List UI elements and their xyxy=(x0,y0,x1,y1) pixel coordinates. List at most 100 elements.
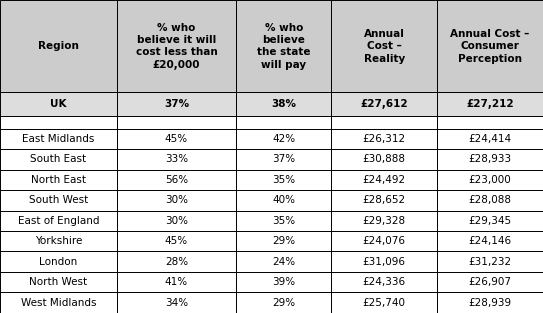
Bar xyxy=(117,92,236,116)
Text: Region: Region xyxy=(38,41,79,51)
Bar xyxy=(331,190,437,211)
Bar xyxy=(0,129,117,149)
Text: 35%: 35% xyxy=(272,216,295,226)
Text: £28,088: £28,088 xyxy=(469,195,512,205)
Bar xyxy=(437,272,543,292)
Text: South East: South East xyxy=(30,154,86,164)
Text: % who
believe
the state
will pay: % who believe the state will pay xyxy=(257,23,311,70)
Bar xyxy=(236,190,331,211)
Bar xyxy=(236,231,331,251)
Bar xyxy=(117,129,236,149)
Text: 24%: 24% xyxy=(272,257,295,267)
Text: 30%: 30% xyxy=(165,195,188,205)
Text: £28,939: £28,939 xyxy=(469,298,512,308)
Text: £28,652: £28,652 xyxy=(363,195,406,205)
Bar xyxy=(437,292,543,313)
Bar xyxy=(437,170,543,190)
Text: Annual Cost –
Consumer
Perception: Annual Cost – Consumer Perception xyxy=(451,29,529,64)
Bar xyxy=(117,292,236,313)
Text: 39%: 39% xyxy=(272,277,295,287)
Text: 41%: 41% xyxy=(165,277,188,287)
Text: South West: South West xyxy=(29,195,88,205)
Bar xyxy=(236,129,331,149)
Text: Yorkshire: Yorkshire xyxy=(35,236,82,246)
Bar xyxy=(331,170,437,190)
Text: London: London xyxy=(39,257,78,267)
Text: £27,212: £27,212 xyxy=(466,99,514,109)
Text: % who
believe it will
cost less than
£20,000: % who believe it will cost less than £20… xyxy=(136,23,217,70)
Text: £31,096: £31,096 xyxy=(363,257,406,267)
Bar xyxy=(117,149,236,170)
Bar xyxy=(437,231,543,251)
Bar xyxy=(331,292,437,313)
Bar xyxy=(437,251,543,272)
Text: £26,312: £26,312 xyxy=(363,134,406,144)
Text: 56%: 56% xyxy=(165,175,188,185)
Text: 42%: 42% xyxy=(272,134,295,144)
Bar xyxy=(0,170,117,190)
Bar xyxy=(236,272,331,292)
Bar xyxy=(331,272,437,292)
Text: 40%: 40% xyxy=(272,195,295,205)
Text: £24,146: £24,146 xyxy=(469,236,512,246)
Bar xyxy=(117,231,236,251)
Bar xyxy=(0,0,117,92)
Text: £24,414: £24,414 xyxy=(469,134,512,144)
Text: North East: North East xyxy=(31,175,86,185)
Text: 29%: 29% xyxy=(272,236,295,246)
Bar xyxy=(0,251,117,272)
Text: £26,907: £26,907 xyxy=(469,277,512,287)
Bar xyxy=(236,149,331,170)
Text: 33%: 33% xyxy=(165,154,188,164)
Bar xyxy=(437,116,543,129)
Text: £31,232: £31,232 xyxy=(469,257,512,267)
Bar xyxy=(0,92,117,116)
Bar xyxy=(0,272,117,292)
Text: £28,933: £28,933 xyxy=(469,154,512,164)
Text: 28%: 28% xyxy=(165,257,188,267)
Text: North West: North West xyxy=(29,277,87,287)
Bar xyxy=(0,211,117,231)
Text: £24,076: £24,076 xyxy=(363,236,406,246)
Bar xyxy=(0,149,117,170)
Bar xyxy=(236,251,331,272)
Text: £25,740: £25,740 xyxy=(363,298,406,308)
Bar xyxy=(117,211,236,231)
Text: 38%: 38% xyxy=(271,99,296,109)
Text: 30%: 30% xyxy=(165,216,188,226)
Bar xyxy=(437,129,543,149)
Bar xyxy=(331,231,437,251)
Text: East Midlands: East Midlands xyxy=(22,134,94,144)
Text: 34%: 34% xyxy=(165,298,188,308)
Bar xyxy=(331,211,437,231)
Text: £23,000: £23,000 xyxy=(469,175,512,185)
Bar xyxy=(117,170,236,190)
Text: UK: UK xyxy=(50,99,67,109)
Text: 37%: 37% xyxy=(272,154,295,164)
Text: West Midlands: West Midlands xyxy=(21,298,96,308)
Bar xyxy=(0,292,117,313)
Bar xyxy=(236,0,331,92)
Text: 45%: 45% xyxy=(165,236,188,246)
Text: £24,336: £24,336 xyxy=(363,277,406,287)
Bar xyxy=(331,116,437,129)
Bar xyxy=(331,129,437,149)
Text: 29%: 29% xyxy=(272,298,295,308)
Bar xyxy=(236,211,331,231)
Bar xyxy=(0,190,117,211)
Bar xyxy=(331,0,437,92)
Text: £30,888: £30,888 xyxy=(363,154,406,164)
Bar xyxy=(437,149,543,170)
Bar xyxy=(236,170,331,190)
Bar xyxy=(0,231,117,251)
Bar xyxy=(236,116,331,129)
Bar xyxy=(117,272,236,292)
Bar xyxy=(117,190,236,211)
Bar xyxy=(117,251,236,272)
Text: 35%: 35% xyxy=(272,175,295,185)
Text: East of England: East of England xyxy=(17,216,99,226)
Bar xyxy=(0,116,117,129)
Text: £24,492: £24,492 xyxy=(363,175,406,185)
Text: £29,328: £29,328 xyxy=(363,216,406,226)
Text: Annual
Cost –
Reality: Annual Cost – Reality xyxy=(364,29,405,64)
